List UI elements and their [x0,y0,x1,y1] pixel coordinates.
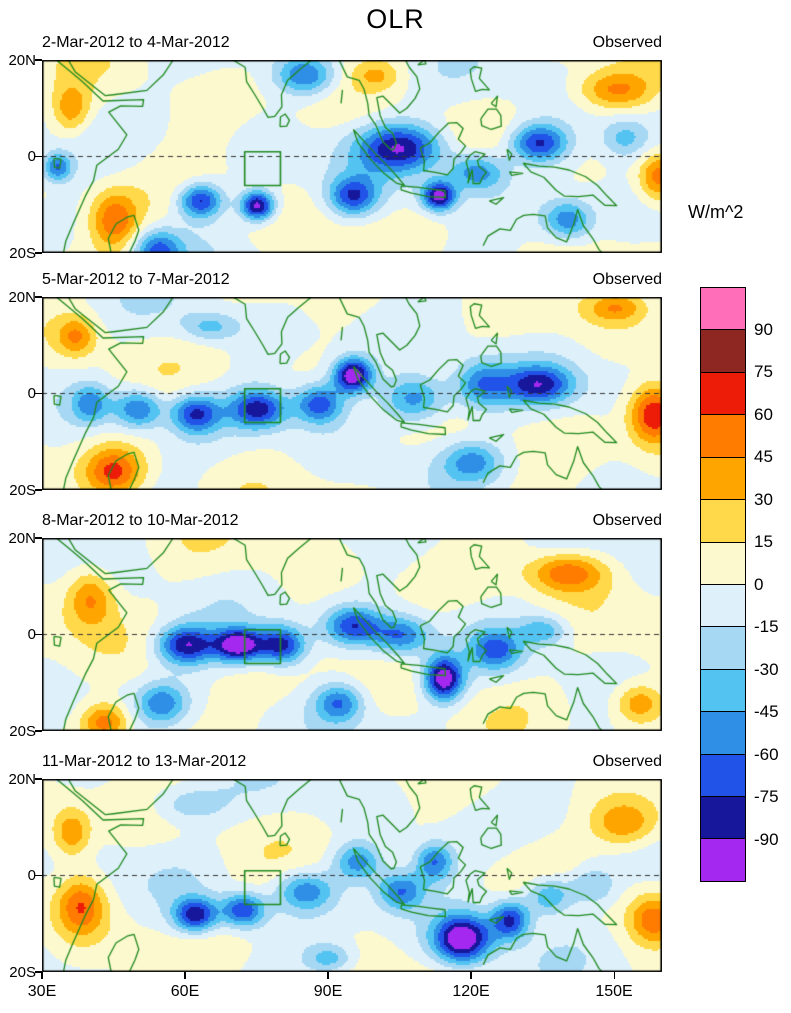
panel-date-label: 11-Mar-2012 to 13-Mar-2012 [42,753,247,770]
y-tick-mark [35,874,42,877]
colorbar-segment [701,541,745,584]
colorbar-tick-label: -75 [754,787,779,806]
panel-source-label: Observed [592,512,662,529]
colorbar-tick-label: 90 [754,319,773,339]
map-canvas [42,779,662,972]
x-tick-label-60e: 60E [170,983,200,1000]
y-tick-mark [35,730,42,732]
panel-2-map: 20N 0 20S [8,289,662,499]
colorbar-segment [701,499,745,542]
colorbar-tick-label: 75 [754,362,773,381]
colorbar-segment [701,371,745,415]
colorbar-segment [701,288,745,330]
colorbar-tick-label: 15 [754,532,773,551]
colorbar-segment [701,414,745,457]
y-tick-mark [35,489,42,491]
panel-1-header: 2-Mar-2012 to 4-Mar-2012 Observed [42,34,662,52]
y-tick-label-20s: 20S [9,245,36,262]
colorbar-segment [701,329,745,372]
y-tick-label-0: 0 [27,867,36,884]
y-tick-label-0: 0 [27,148,36,165]
y-tick-mark [35,59,42,61]
colorbar-tick-label: 45 [754,447,773,466]
y-tick-label-20n: 20N [8,530,36,547]
colorbar-tick-label: 30 [754,489,773,509]
panel-4-map: 20N 0 20S [8,771,662,981]
colorbar-segment [701,583,745,627]
panel-source-label: Observed [592,34,662,51]
map-canvas [42,297,662,490]
y-tick-label-20n: 20N [8,771,36,788]
y-tick-label-20n: 20N [8,289,36,306]
colorbar-tick-label: -45 [754,702,779,721]
panel-date-label: 2-Mar-2012 to 4-Mar-2012 [42,34,230,51]
y-tick-label-20n: 20N [8,52,36,69]
colorbar-tick-label: -30 [754,659,779,679]
colorbar-segment [701,626,745,669]
colorbar-segment [701,838,745,881]
x-tick-label-90e: 90E [313,983,343,1000]
y-tick-mark [35,252,42,254]
colorbar-tick-label: -60 [754,744,779,764]
panel-3-map: 20N 0 20S [8,530,662,740]
colorbar [700,287,746,882]
x-tick-label-120e: 120E [452,983,490,1000]
x-tick-mark [184,972,186,979]
panel-date-label: 8-Mar-2012 to 10-Mar-2012 [42,512,239,529]
y-tick-mark [35,296,42,298]
x-tick-label-30e: 30E [27,983,57,1000]
x-tick-mark [613,972,616,979]
y-tick-label-0: 0 [27,385,36,402]
y-tick-mark [35,392,42,395]
x-tick-mark [41,972,43,979]
colorbar-segment [701,796,745,839]
x-tick-label-150e: 150E [595,983,633,1000]
colorbar-tick-label: -90 [754,829,779,849]
x-tick-mark [470,972,472,979]
y-tick-label-20s: 20S [9,482,36,499]
y-tick-label-0: 0 [27,626,36,643]
panel-1-map: 20N 0 20S [8,52,662,262]
x-axis: 30E 60E 90E 120E 150E [0,983,791,1005]
y-tick-mark [35,971,42,973]
colorbar-tick-label: 60 [754,404,773,424]
y-tick-mark [35,537,42,539]
y-tick-mark [35,633,42,636]
map-canvas [42,538,662,731]
colorbar-segment [701,711,745,754]
y-tick-mark [35,778,42,780]
panel-source-label: Observed [592,271,662,288]
colorbar-segment [701,668,745,712]
chart-title: OLR [366,4,425,34]
y-tick-label-20s: 20S [9,964,36,981]
panel-2-header: 5-Mar-2012 to 7-Mar-2012 Observed [42,271,662,289]
panel-date-label: 5-Mar-2012 to 7-Mar-2012 [42,271,230,288]
colorbar-segment [701,456,745,500]
y-tick-mark [35,155,42,158]
colorbar-tick-label: -15 [754,617,779,636]
panel-source-label: Observed [592,753,662,770]
colorbar-tick-label: 0 [754,574,764,594]
colorbar-segment [701,753,745,797]
x-tick-mark [327,972,329,979]
y-tick-label-20s: 20S [9,723,36,740]
panel-3-header: 8-Mar-2012 to 10-Mar-2012 Observed [42,512,662,530]
map-canvas [42,60,662,253]
units-label: W/m^2 [688,202,744,222]
panel-4-header: 11-Mar-2012 to 13-Mar-2012 Observed [42,753,662,771]
